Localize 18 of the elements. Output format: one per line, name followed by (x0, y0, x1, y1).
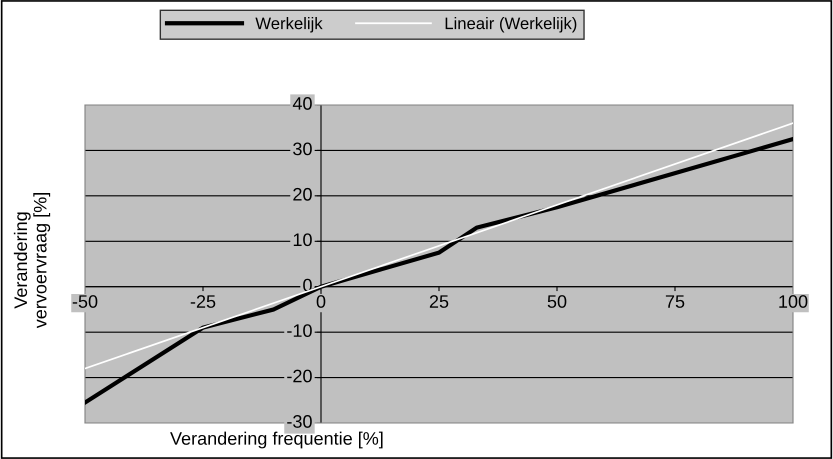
legend-label: Werkelijk (255, 17, 323, 33)
x-tick-label: -50 (72, 295, 98, 308)
x-tick-label: 50 (548, 295, 566, 308)
y-tick-label: 40 (292, 97, 312, 110)
y-tick-label: 10 (294, 233, 312, 246)
x-tick-label: -25 (190, 295, 216, 308)
y-tick-label: -10 (287, 324, 312, 337)
x-tick-label: 75 (666, 295, 684, 308)
y-axis-title: Verandering vervoervraag [%] (14, 193, 50, 328)
x-tick-label: 25 (430, 295, 448, 308)
y-tick-label: 20 (293, 188, 312, 201)
y-tick-label: 30 (293, 142, 312, 156)
y-tick-label: -20 (287, 370, 312, 382)
x-tick-label: 100 (779, 295, 808, 308)
x-axis-title: Verandering frequentie [%] (170, 432, 383, 448)
x-tick-label: 0 (316, 295, 326, 308)
legend-label: Lineair (Werkelijk) (446, 17, 576, 33)
y-tick-label: -30 (287, 415, 312, 428)
